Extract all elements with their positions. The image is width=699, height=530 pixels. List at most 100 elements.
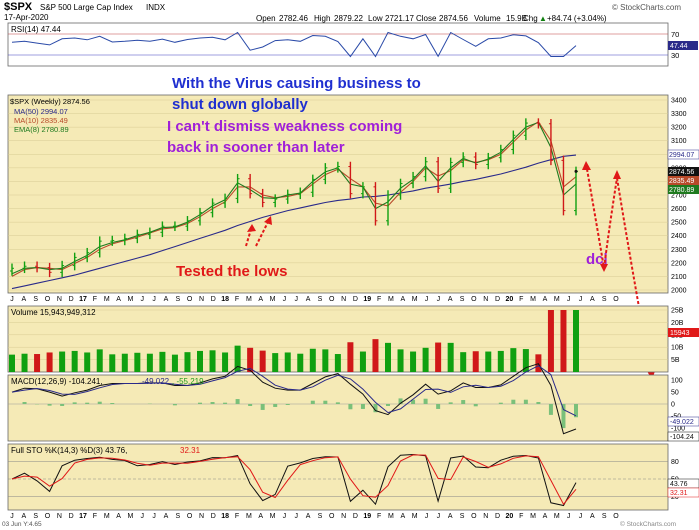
annotation-line-3: I can't dismiss weakness coming [167, 118, 402, 135]
x-tick-label: O [45, 296, 51, 303]
macd-badge-macd [667, 431, 699, 442]
volume-bar [297, 353, 304, 372]
macd-histogram-bar [235, 399, 240, 404]
x-tick-label: S [602, 296, 607, 303]
volume-bar [522, 349, 529, 372]
rsi-label: RSI(14) 47.44 [11, 25, 61, 34]
x-tick-label: O [329, 296, 335, 303]
volume-bar [359, 351, 366, 372]
x-tick-label-bottom: 20 [506, 513, 514, 520]
annotation-tested-lows: Tested the lows [176, 263, 287, 280]
macd-histogram-bar [411, 399, 416, 404]
ma50-legend: MA(50) 2994.07 [14, 107, 68, 116]
volume-bar [535, 354, 542, 372]
volume-bar [84, 352, 91, 372]
macd-histogram-bar [360, 404, 365, 409]
macd-badge-macd-text: -104.24 [670, 434, 694, 441]
volume-bar [410, 351, 417, 372]
close-value: 2874.56 [439, 14, 468, 23]
low-label: Low [368, 14, 383, 23]
watermark: © StockCharts.com [612, 3, 681, 12]
x-tick-label-bottom: J [294, 513, 298, 520]
ma50-badge [667, 149, 699, 160]
x-tick-label-bottom: A [590, 513, 595, 520]
x-tick-label: O [471, 296, 477, 303]
macd-histogram-bar [310, 400, 315, 404]
x-tick-label-bottom: A [258, 513, 263, 520]
x-tick-label-bottom: F [235, 513, 239, 520]
macd-label: MACD(12,26,9) -104.241, [11, 377, 103, 386]
arrowhead-tested-2 [264, 216, 272, 225]
x-tick-label: F [93, 296, 97, 303]
x-tick-label-bottom: F [93, 513, 97, 520]
x-tick-label: J [294, 296, 298, 303]
sto-y-tick: 80 [671, 459, 679, 466]
x-tick-label: J [437, 296, 441, 303]
x-tick-label-bottom: M [246, 513, 252, 520]
annotation-line-2: shut down globally [172, 96, 308, 113]
sto-badge-k-text: 43.76 [670, 481, 688, 488]
price-y-tick: 3400 [671, 98, 687, 105]
macd-histogram-bar [172, 404, 177, 406]
x-tick-label-bottom: D [211, 513, 216, 520]
x-tick-label-bottom: N [483, 513, 488, 520]
x-tick-label: D [211, 296, 216, 303]
macd-histogram-bar [97, 401, 102, 404]
x-tick-label: 19 [363, 296, 371, 303]
arrow-up-1 [603, 177, 618, 269]
price-y-tick: 2100 [671, 274, 687, 281]
macd-layer [8, 363, 668, 435]
ema8-line [11, 121, 577, 275]
macd-histogram-bar [60, 404, 65, 406]
macd-histogram-bar [260, 404, 265, 410]
volume-bar [560, 310, 567, 372]
volume-label: Volume 15,943,949,312 [11, 308, 96, 317]
volume-bar [121, 353, 128, 372]
macd-legend: MACD(12,26,9) -104.241, -49.022 , -55.21… [11, 377, 204, 386]
macd-histogram-bar [373, 404, 378, 413]
x-tick-label-bottom: A [306, 513, 311, 520]
x-tick-label: M [388, 296, 394, 303]
exchange: INDX [146, 3, 166, 12]
x-tick-label: F [377, 296, 381, 303]
x-tick-label-bottom: J [437, 513, 441, 520]
volume-bar [21, 353, 28, 372]
macd-histogram-bar [323, 400, 328, 404]
x-tick-label: N [57, 296, 62, 303]
annotation-line-1: With the Virus causing business to [172, 75, 421, 92]
ma50-line [11, 154, 577, 290]
ma10-badge [668, 176, 699, 185]
x-tick-label-bottom: M [104, 513, 110, 520]
x-tick-label-bottom: O [613, 513, 619, 520]
x-tick-label: 17 [79, 296, 87, 303]
volume-bar [71, 350, 78, 372]
x-tick-label-bottom: S [318, 513, 323, 520]
price-bars [10, 118, 578, 278]
macd-histogram-bar [511, 399, 516, 404]
macd-histogram-bar [386, 404, 390, 406]
volume-bar [372, 339, 379, 372]
volume-bars [8, 309, 668, 372]
chg-arrow: ▲ [539, 14, 547, 23]
arrowhead-bottom-dcl [600, 264, 608, 272]
x-tick-label: M [270, 296, 276, 303]
volume-bar [46, 352, 53, 372]
macd-hist-label: , -55.219 [172, 377, 204, 386]
macd-histogram-bar [248, 404, 253, 406]
x-tick-label: J [579, 296, 583, 303]
macd-y-tick: 0 [671, 402, 675, 409]
x-tick-label-bottom: S [175, 513, 180, 520]
volume-badge-text: 15943 [670, 330, 690, 337]
sto-badge-d [667, 487, 699, 498]
x-tick-label: M [554, 296, 560, 303]
x-axis-price: J A S O N D 17 F M A M J J A S O N D 18 F M A M J J A S O N D 19 F M A M J J… [10, 296, 619, 303]
x-tick-label: M [104, 296, 110, 303]
volume-badge [668, 328, 699, 337]
price-badges: 2994.07 2874.56 2835.49 2780.89 [667, 149, 699, 194]
volume-bar [109, 354, 116, 372]
sto-legend: Full STO %K(14,3) %D(3) 43.76, 32.31 [11, 446, 201, 455]
volume-bar [146, 353, 153, 372]
x-tick-label-bottom: O [329, 513, 335, 520]
x-tick-label: D [353, 296, 358, 303]
